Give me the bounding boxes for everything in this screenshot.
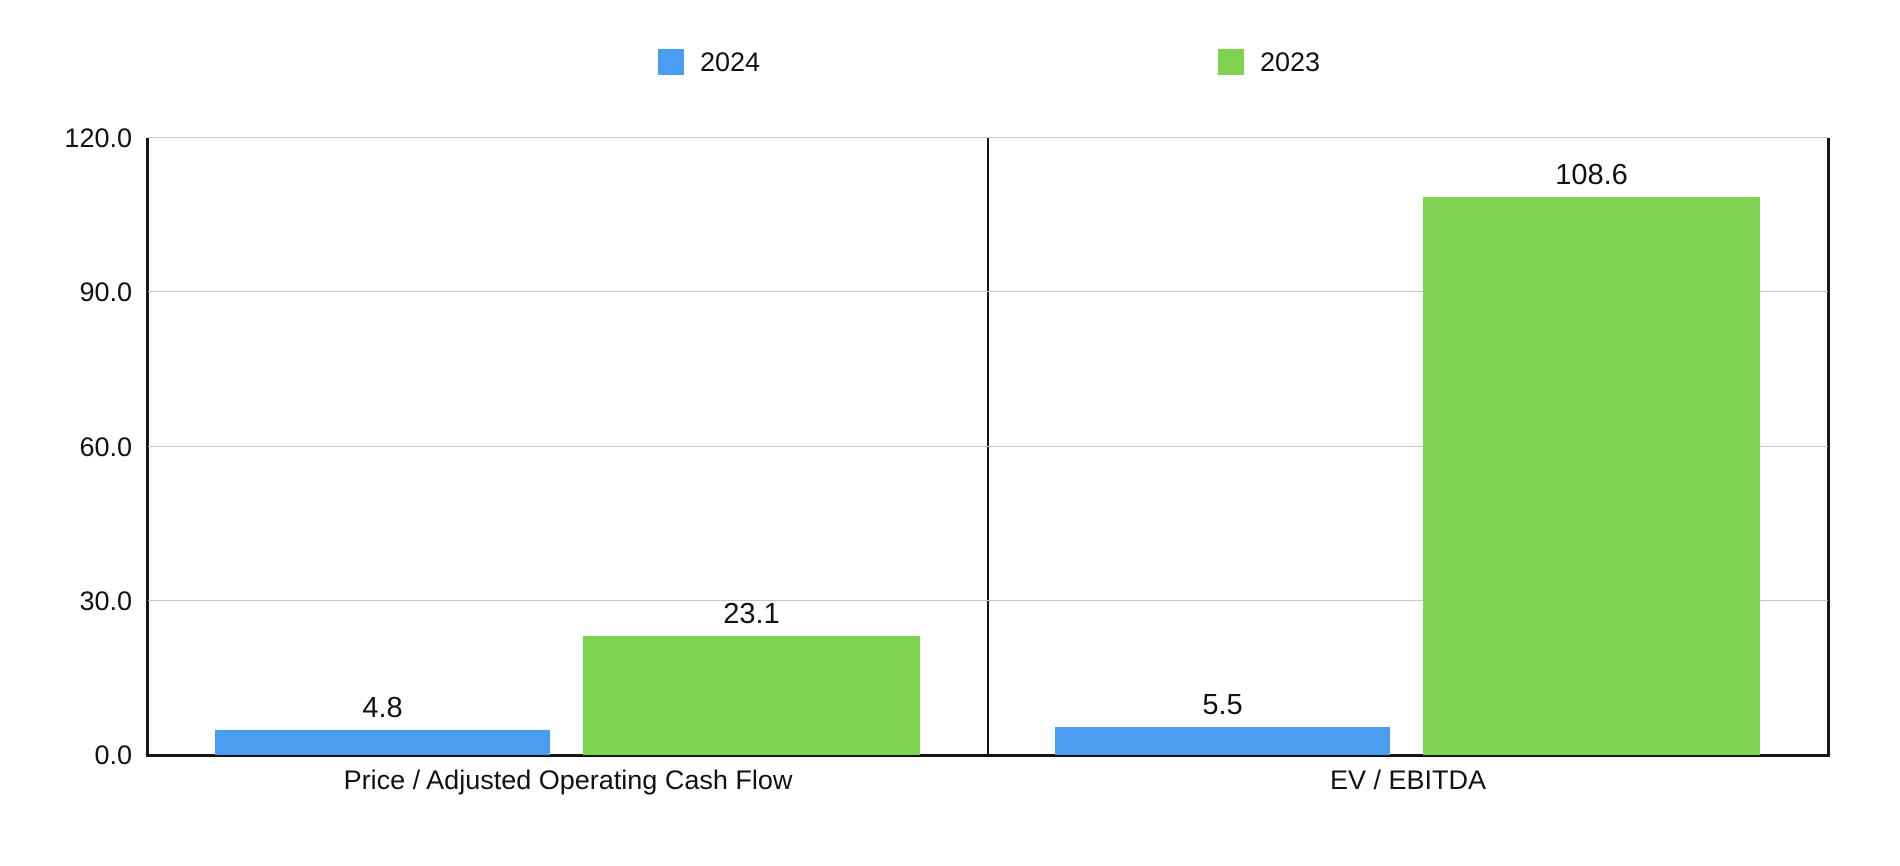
x-axis-baseline xyxy=(146,754,1830,757)
plot-right-border xyxy=(1827,138,1830,757)
legend-item-2024: 2024 xyxy=(658,48,760,76)
legend-label-2023: 2023 xyxy=(1260,47,1321,77)
value-label: 108.6 xyxy=(1555,158,1628,191)
category-label: EV / EBITDA xyxy=(1329,765,1487,795)
legend-item-2023: 2023 xyxy=(1218,48,1320,76)
y-tick-label: 0.0 xyxy=(94,740,132,770)
legend-swatch-2024 xyxy=(658,49,684,75)
y-axis-line xyxy=(146,138,149,757)
panel-ev-ebitda: 5.5 108.6 xyxy=(988,138,1828,755)
panel-divider xyxy=(987,138,989,755)
category-label: Price / Adjusted Operating Cash Flow xyxy=(343,765,793,795)
legend-label-2024: 2024 xyxy=(700,47,761,77)
y-tick-label: 60.0 xyxy=(79,431,132,462)
value-label: 5.5 xyxy=(1202,688,1243,721)
bar-2023 xyxy=(1423,196,1760,755)
value-label: 23.1 xyxy=(723,598,780,631)
bar-2024 xyxy=(1054,726,1390,755)
y-tick-label: 90.0 xyxy=(79,277,132,308)
gridline-60.0 xyxy=(148,445,1828,447)
y-tick-label: 120.0 xyxy=(64,123,132,153)
gridline-30.0 xyxy=(148,599,1828,601)
plot-area: 4.8 23.1 5.5 108.6 xyxy=(146,137,1830,757)
gridline-90.0 xyxy=(148,291,1828,293)
value-label: 4.8 xyxy=(362,692,403,725)
bar-2023 xyxy=(583,636,920,755)
bar-2024 xyxy=(214,730,550,755)
gridline-120.0 xyxy=(148,137,1828,138)
legend-swatch-2023 xyxy=(1218,49,1244,75)
y-tick-label: 30.0 xyxy=(79,585,132,616)
panel-price-adjusted-operating-cash-flow: 4.8 23.1 xyxy=(148,138,988,755)
